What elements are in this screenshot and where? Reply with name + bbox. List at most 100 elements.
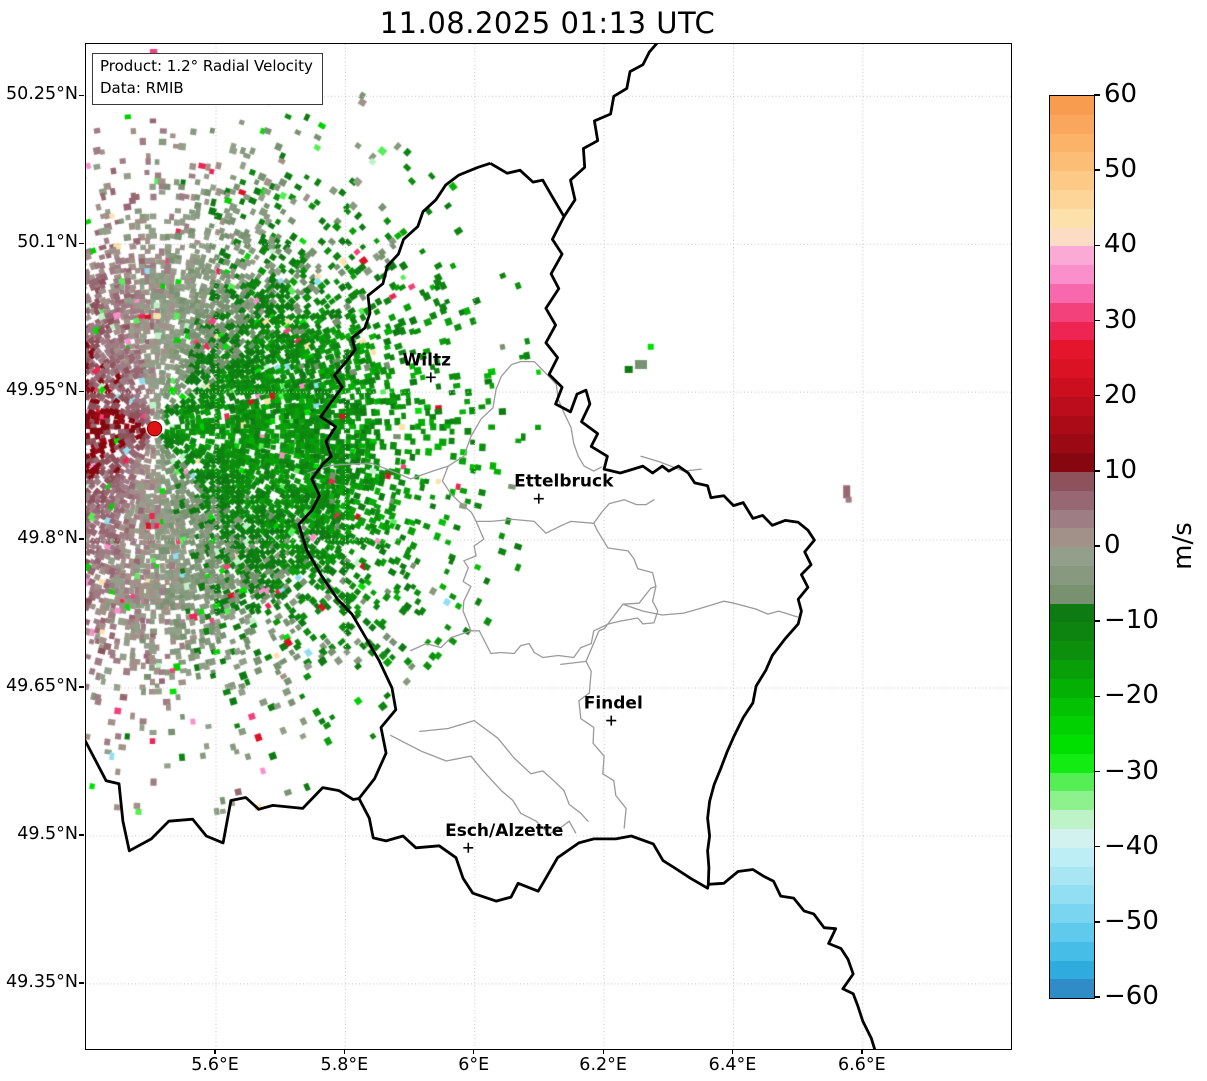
colorbar-band (1050, 509, 1094, 529)
country-border-path (297, 161, 816, 903)
colorbar-band (1050, 152, 1094, 172)
district-border-path (640, 455, 702, 472)
colorbar-band (1050, 753, 1094, 773)
district-border-path (462, 518, 659, 659)
colorbar-band (1050, 96, 1094, 115)
colorbar-band (1050, 641, 1094, 660)
colorbar-band (1050, 359, 1094, 378)
colorbar-band (1050, 396, 1094, 416)
colorbar-tick (1094, 319, 1100, 322)
colorbar-band (1050, 847, 1094, 867)
colorbar-band (1050, 603, 1094, 623)
colorbar-tick (1094, 996, 1100, 998)
colorbar-band (1050, 904, 1094, 924)
y-axis-tick (79, 94, 84, 96)
colorbar-band (1050, 208, 1094, 228)
city-marker (425, 372, 436, 383)
district-border-path (560, 660, 627, 829)
colorbar-band (1050, 302, 1094, 322)
legend-data-line: Data: RMIB (100, 78, 184, 97)
colorbar-tick (1094, 169, 1100, 171)
radar-data-canvas (86, 44, 1011, 1049)
y-axis-tick (79, 686, 84, 688)
colorbar-band (1050, 923, 1094, 942)
colorbar-band (1050, 453, 1094, 472)
colorbar-band (1050, 133, 1094, 153)
y-tick-label: 49.95°N (6, 380, 78, 401)
colorbar-tick (1094, 770, 1100, 773)
colorbar-tick-label: 10 (1104, 454, 1138, 485)
x-tick-label: 6.6°E (838, 1055, 886, 1075)
legend-product-line: Product: 1.2° Radial Velocity (100, 57, 313, 75)
colorbar-band (1050, 490, 1094, 510)
colorbar-band (1050, 189, 1094, 209)
colorbar-tick (1094, 845, 1100, 848)
city-marker (463, 842, 474, 853)
district-border-path (410, 630, 472, 652)
colorbar-tick-label: 60 (1104, 78, 1138, 109)
x-axis-tick (473, 1049, 475, 1054)
colorbar-band (1050, 415, 1094, 435)
district-border-path (307, 360, 603, 480)
colorbar-band (1050, 171, 1094, 190)
national-border-path (86, 739, 360, 853)
colorbar-band (1050, 434, 1094, 454)
colorbar-tick (1094, 921, 1100, 923)
map-overlay-svg: Wiltz Ettelbruck Findel Esch/Alzette (86, 44, 1011, 1049)
colorbar-tick-label: 40 (1104, 229, 1138, 260)
colorbar-tick (1094, 244, 1100, 247)
colorbar-tick-label: −50 (1104, 905, 1159, 936)
colorbar-tick (1094, 545, 1100, 547)
district-border-path (441, 465, 477, 523)
city-marker (606, 715, 617, 726)
city-label: Wiltz (403, 350, 452, 370)
x-tick-label: 6°E (458, 1055, 490, 1075)
colorbar-band (1050, 622, 1094, 642)
colorbar-tick (1094, 620, 1100, 622)
x-tick-label: 5.6°E (191, 1055, 239, 1075)
colorbar (1049, 95, 1095, 999)
colorbar-tick-label: −60 (1104, 980, 1159, 1011)
colorbar-band (1050, 735, 1094, 754)
product-legend: Product: 1.2° Radial Velocity Data: RMIB (92, 53, 323, 105)
y-axis-tick (79, 982, 84, 984)
figure-title: 11.08.2025 01:13 UTC (379, 6, 716, 40)
y-tick-label: 49.35°N (6, 971, 78, 992)
x-tick-label: 6.2°E (579, 1055, 627, 1075)
y-axis-tick (79, 834, 84, 836)
map-plot-area: Wiltz Ettelbruck Findel Esch/Alzette Produc… (85, 43, 1012, 1050)
colorbar-tick-label: 20 (1104, 379, 1138, 410)
colorbar-band (1050, 885, 1094, 905)
colorbar-tick-label: 30 (1104, 304, 1138, 335)
city-label: Esch/Alzette (445, 821, 563, 841)
colorbar-unit-label: m/s (1168, 522, 1198, 570)
colorbar-band (1050, 960, 1094, 980)
colorbar-band (1050, 321, 1094, 341)
colorbar-band (1050, 246, 1094, 266)
y-tick-label: 49.8°N (17, 528, 78, 549)
y-axis-tick (79, 242, 84, 244)
x-axis-tick (731, 1049, 734, 1054)
colorbar-band (1050, 547, 1094, 566)
colorbar-band (1050, 810, 1094, 830)
x-axis-tick (861, 1049, 863, 1054)
colorbar-tick-label: 0 (1104, 529, 1121, 560)
colorbar-band (1050, 941, 1094, 961)
colorbar-band (1050, 283, 1094, 303)
national-border-path (708, 868, 877, 1049)
y-tick-label: 50.1°N (17, 232, 78, 253)
colorbar-tick (1094, 94, 1100, 96)
y-axis-tick (79, 538, 84, 540)
colorbar-band (1050, 114, 1094, 134)
colorbar-band (1050, 471, 1094, 491)
colorbar-band (1050, 227, 1094, 247)
x-tick-label: 6.4°E (708, 1055, 757, 1075)
radar-site-dot (146, 420, 163, 437)
city-marker (533, 493, 544, 504)
colorbar-tick (1094, 394, 1100, 397)
colorbar-band (1050, 829, 1094, 848)
colorbar-tick-label: −20 (1104, 680, 1159, 711)
colorbar-tick-label: −30 (1104, 755, 1159, 786)
x-axis-tick (214, 1049, 216, 1054)
